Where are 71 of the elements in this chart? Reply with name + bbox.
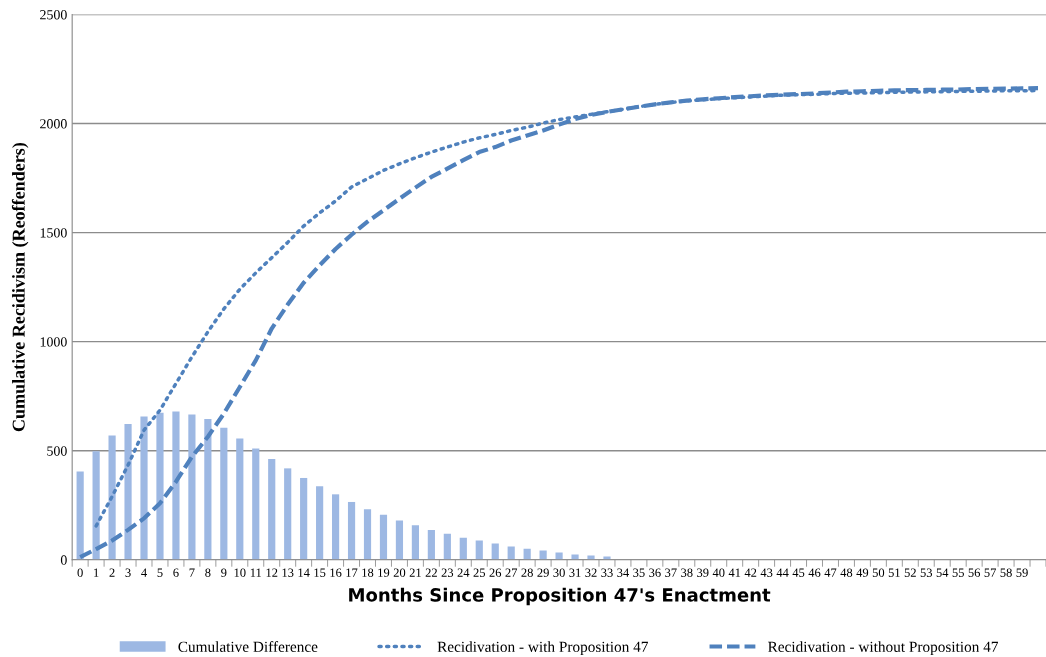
x-tick-label: 48 — [840, 568, 853, 577]
x-tick-label: 8 — [205, 568, 211, 577]
x-tick-label: 38 — [681, 568, 693, 577]
x-tick-label: 50 — [872, 568, 885, 577]
x-tick-label: 40 — [712, 568, 725, 577]
x-tick-label: 49 — [856, 568, 869, 577]
y-tick-label: 1000 — [40, 337, 67, 347]
x-tick-label: 55 — [952, 568, 964, 577]
x-tick-label: 58 — [1000, 568, 1012, 577]
x-tick-label: 18 — [362, 568, 374, 577]
x-tick-label: 20 — [393, 568, 406, 577]
x-tick-label: 39 — [697, 568, 709, 577]
x-axis-title: Months Since Proposition 47's Enactment — [349, 587, 771, 606]
x-tick-label: 46 — [808, 568, 821, 577]
x-tick-label: 21 — [409, 568, 421, 577]
x-tick-label: 45 — [792, 568, 805, 577]
x-tick-label: 22 — [425, 568, 437, 577]
x-tick-label: 31 — [569, 568, 581, 577]
x-tick-label: 4 — [141, 568, 147, 577]
x-tick-label: 44 — [776, 568, 789, 577]
x-tick-label: 0 — [77, 568, 83, 577]
x-tick-label: 32 — [585, 568, 597, 577]
x-tick-label: 13 — [282, 568, 294, 577]
x-tick-label: 17 — [346, 568, 358, 577]
x-tick-label: 25 — [473, 568, 486, 577]
x-tick-label: 6 — [173, 568, 179, 577]
x-tick-label: 51 — [888, 568, 900, 577]
x-tick-label: 11 — [250, 568, 262, 577]
x-tick-label: 23 — [441, 568, 454, 577]
x-tick-label: 24 — [457, 568, 470, 577]
x-tick-label: 43 — [760, 568, 773, 577]
x-tick-label: 16 — [330, 568, 342, 577]
y-tick-label: 1500 — [40, 228, 67, 238]
x-tick-label: 26 — [489, 568, 502, 577]
x-tick-label: 10 — [234, 568, 246, 577]
x-tick-label: 27 — [505, 568, 518, 577]
x-tick-label: 19 — [378, 568, 390, 577]
x-tick-label: 57 — [984, 568, 997, 577]
x-tick-label: 41 — [728, 568, 741, 577]
x-tick-label: 42 — [744, 568, 757, 577]
x-tick-label: 47 — [824, 568, 837, 577]
x-tick-label: 56 — [968, 568, 981, 577]
x-tick-label: 52 — [904, 568, 916, 577]
x-tick-label: 36 — [649, 568, 661, 577]
x-tick-label: 30 — [553, 568, 565, 577]
x-tick-label: 53 — [920, 568, 933, 577]
y-axis-title: Cumulative Recidivism (Reoffenders) — [11, 142, 29, 432]
x-tick-label: 28 — [521, 568, 533, 577]
legend-label: Recidivation - without Proposition 47 — [768, 641, 999, 656]
y-tick-label: 500 — [47, 446, 67, 456]
y-tick-label: 2000 — [40, 119, 67, 129]
x-tick-label: 35 — [633, 568, 645, 577]
x-tick-label: 9 — [221, 568, 227, 577]
legend-label: Cumulative Difference — [178, 641, 318, 652]
x-tick-label: 2 — [109, 568, 115, 577]
x-tick-label: 29 — [537, 568, 549, 577]
y-tick-label: 0 — [60, 555, 67, 565]
x-tick-label: 12 — [266, 568, 278, 577]
x-tick-label: 33 — [601, 568, 613, 577]
x-tick-label: 7 — [189, 568, 195, 577]
x-tick-label: 34 — [617, 568, 629, 577]
legend-label: Recidivation - with Proposition 47 — [437, 641, 648, 656]
x-tick-label: 54 — [936, 568, 949, 577]
x-tick-label: 5 — [157, 568, 163, 577]
x-tick-label: 15 — [314, 568, 326, 577]
x-tick-label: 14 — [298, 568, 310, 577]
x-tick-label: 1 — [94, 568, 99, 577]
x-tick-label: 37 — [665, 568, 677, 577]
x-tick-label: 59 — [1016, 568, 1028, 577]
x-tick-label: 3 — [125, 568, 131, 577]
y-tick-label: 2500 — [40, 10, 67, 20]
